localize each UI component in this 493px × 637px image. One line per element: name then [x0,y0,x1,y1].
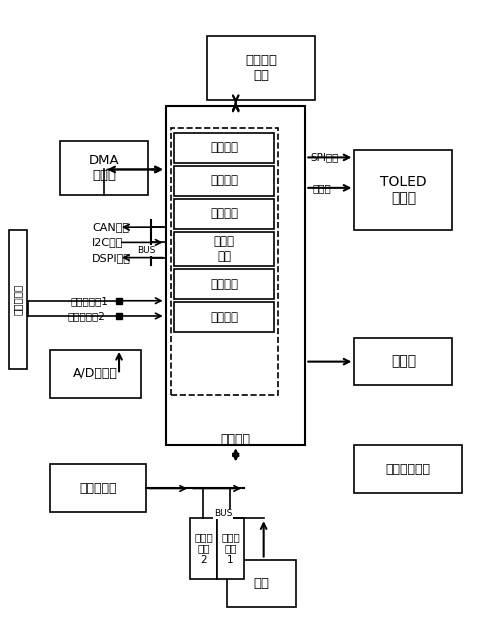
Text: BUS: BUS [214,510,232,519]
FancyBboxPatch shape [174,199,275,229]
Text: CAN总线: CAN总线 [92,222,129,232]
Text: 定时控制器: 定时控制器 [79,482,117,495]
Text: 数据处理: 数据处理 [210,141,238,154]
Text: 控制线: 控制线 [313,183,331,193]
Text: 光强传感器: 光强传感器 [13,284,23,315]
FancyBboxPatch shape [166,106,305,445]
Text: 微处理器: 微处理器 [221,433,251,445]
FancyBboxPatch shape [217,519,244,578]
FancyBboxPatch shape [174,232,275,266]
Text: A/D控制器: A/D控制器 [73,368,118,380]
Text: 按键控制: 按键控制 [210,278,238,290]
FancyBboxPatch shape [207,36,315,100]
Text: TOLED
显示屏: TOLED 显示屏 [380,175,426,205]
FancyBboxPatch shape [50,464,146,512]
Text: 模拟信号线1: 模拟信号线1 [70,296,108,306]
Text: 通讯模块: 通讯模块 [210,208,238,220]
FancyBboxPatch shape [354,150,453,230]
Text: 模拟信号线2: 模拟信号线2 [68,311,106,321]
Text: 按键: 按键 [253,576,269,590]
Text: 显示驱动: 显示驱动 [210,175,238,187]
Text: 电源管理模块: 电源管理模块 [386,462,431,476]
FancyBboxPatch shape [227,559,295,607]
Text: 数据存储
模块: 数据存储 模块 [245,54,277,82]
FancyBboxPatch shape [354,445,462,493]
FancyBboxPatch shape [354,338,453,385]
FancyBboxPatch shape [60,141,148,195]
Text: BUS: BUS [137,246,155,255]
FancyBboxPatch shape [50,350,141,397]
FancyBboxPatch shape [9,230,28,369]
Text: 优先级
分类: 优先级 分类 [213,235,235,263]
FancyBboxPatch shape [174,269,275,299]
FancyBboxPatch shape [171,128,279,394]
Text: DMA
控制器: DMA 控制器 [89,154,120,182]
FancyBboxPatch shape [190,519,217,578]
Text: DSPI总线: DSPI总线 [92,253,131,262]
Text: SPI总线: SPI总线 [310,152,339,162]
Text: I2C总线: I2C总线 [92,238,123,247]
FancyBboxPatch shape [174,166,275,196]
FancyBboxPatch shape [174,132,275,163]
Text: 麦克风: 麦克风 [391,354,416,368]
FancyBboxPatch shape [174,302,275,333]
Text: 脉冲信
号线
1: 脉冲信 号线 1 [221,532,240,565]
Text: 脉冲信
号线
2: 脉冲信 号线 2 [194,532,213,565]
Text: 按键程序: 按键程序 [210,311,238,324]
